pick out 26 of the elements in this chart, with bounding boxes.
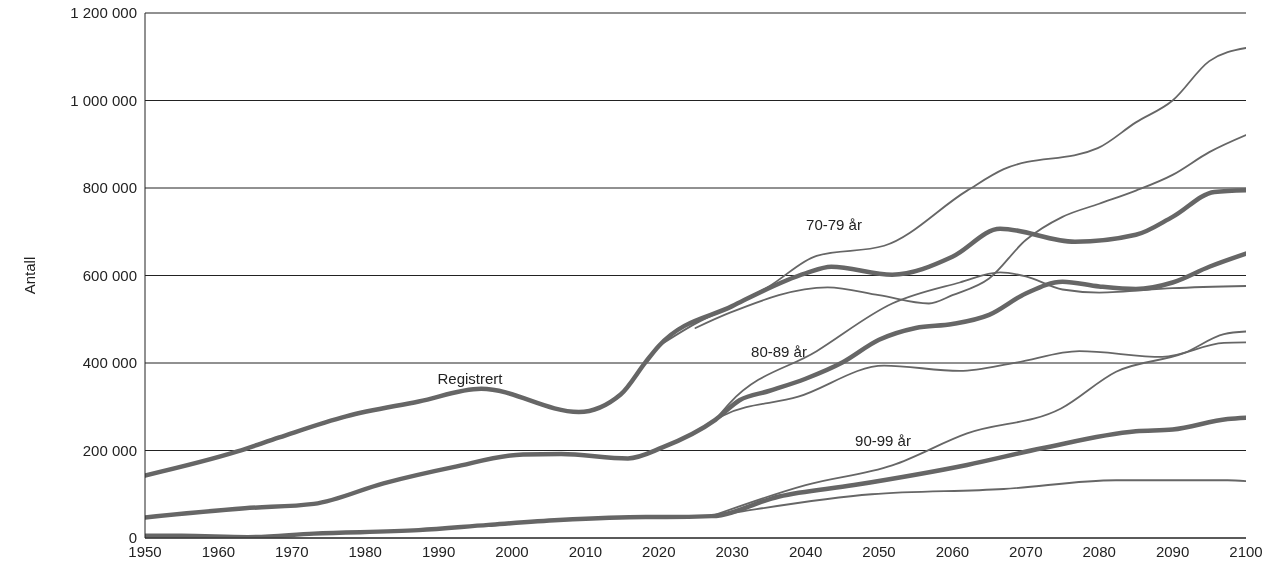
x-tick-label: 2000 bbox=[495, 542, 529, 560]
x-tick-label: 2050 bbox=[862, 542, 896, 560]
annotation: 90-99 år bbox=[855, 431, 911, 449]
x-tick-label: 2090 bbox=[1155, 542, 1190, 560]
annotation: Registrert bbox=[437, 369, 504, 387]
y-tick-label: 1 000 000 bbox=[70, 91, 137, 109]
x-tick-label: 1960 bbox=[201, 542, 236, 560]
x-tick-label: 2030 bbox=[715, 542, 749, 560]
x-tick-label: 1990 bbox=[421, 542, 456, 560]
x-tick-label: 2020 bbox=[642, 542, 676, 560]
x-tick-label: 2100 bbox=[1229, 542, 1263, 560]
x-tick-label: 2070 bbox=[1009, 542, 1043, 560]
x-tick-label: 2040 bbox=[788, 542, 823, 560]
y-tick-label: 200 000 bbox=[82, 441, 137, 459]
y-axis-title: Antall bbox=[21, 256, 39, 295]
x-tick-label: 2060 bbox=[935, 542, 970, 560]
x-tick-label: 1980 bbox=[348, 542, 382, 560]
y-tick-label: 400 000 bbox=[82, 354, 137, 372]
x-tick-label: 2010 bbox=[568, 542, 603, 560]
x-tick-label: 2080 bbox=[1082, 542, 1116, 560]
y-tick-label: 1 200 000 bbox=[70, 4, 137, 22]
annotation: 80-89 år bbox=[751, 342, 807, 360]
annotation: 70-79 år bbox=[806, 215, 862, 233]
y-tick-label: 800 000 bbox=[82, 179, 137, 197]
x-tick-label: 1970 bbox=[275, 542, 309, 560]
y-tick-label: 600 000 bbox=[82, 266, 137, 284]
